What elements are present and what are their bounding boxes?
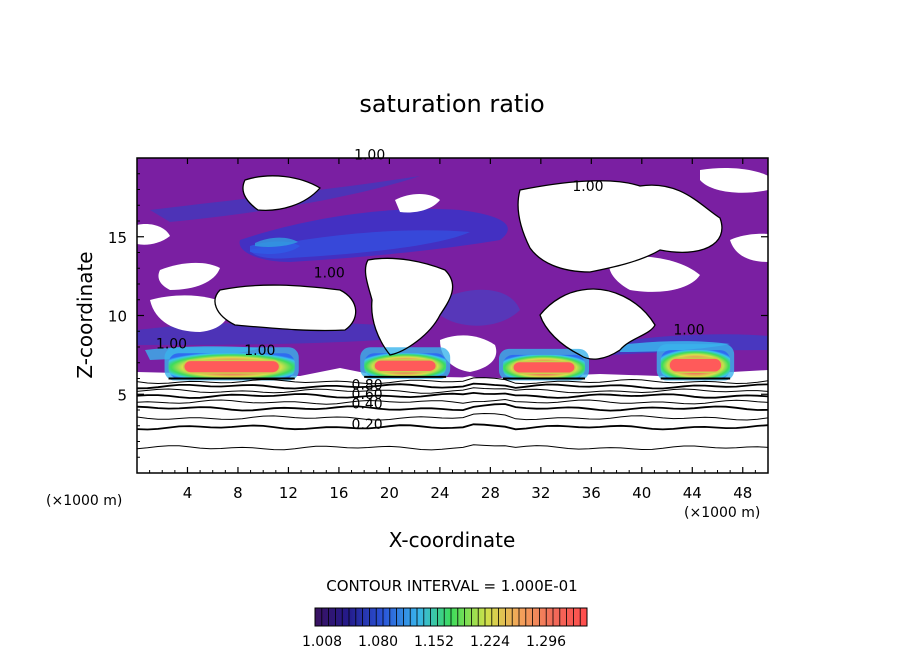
contour-1.00 (364, 257, 454, 356)
y-tick-label: 15 (108, 229, 127, 247)
contour-label: 1.00 (572, 179, 603, 195)
subsaturated-patch (700, 167, 768, 193)
contour-line (137, 377, 768, 385)
contour-1.00 (539, 288, 656, 360)
contour-1.00 (517, 180, 723, 273)
x-tick-label: 20 (380, 484, 399, 502)
contour-line (137, 412, 768, 421)
colorbar-label: 1.080 (358, 634, 398, 650)
x-axis-label: X-coordinate (389, 528, 516, 552)
cell-core (182, 359, 281, 374)
contour-line (137, 382, 768, 390)
subsaturated-patch (242, 175, 320, 211)
saturation-field (137, 158, 768, 473)
x-unit-left: (×1000 m) (46, 493, 122, 509)
contour-line (137, 398, 768, 405)
contour-line (137, 391, 768, 399)
subsaturated-patch (730, 233, 768, 262)
contour-line (137, 423, 768, 431)
x-tick-label: 8 (233, 484, 243, 502)
cell-core (512, 360, 576, 375)
contour-label: 0.80 (352, 378, 383, 394)
chart-title: saturation ratio (359, 90, 544, 118)
x-tick-label: 28 (481, 484, 500, 502)
contour-label: 1.00 (156, 337, 187, 353)
colorbar-label: 1.152 (414, 634, 454, 650)
blue-streak (440, 289, 520, 326)
x-tick-label: 48 (733, 484, 752, 502)
contour-label: 1.00 (314, 266, 345, 282)
x-tick-label: 24 (430, 484, 449, 502)
subsaturated-patch (365, 258, 453, 355)
x-axis: 4 8 12 16 20 24 28 32 36 40 44 48 (149, 158, 756, 502)
colorbar-label: 1.224 (470, 634, 510, 650)
x-tick-label: 12 (279, 484, 298, 502)
subsaturated-patch (440, 335, 497, 372)
y-tick-label: 10 (108, 308, 127, 326)
contour-label: 1.00 (244, 343, 275, 359)
blue-streak (255, 237, 298, 247)
x-tick-label: 32 (531, 484, 550, 502)
subsaturated-patch (518, 180, 722, 272)
subsaturated-lower-layer (137, 378, 768, 473)
blue-streak (250, 230, 470, 259)
subsaturated-patch (150, 295, 230, 332)
subsaturated-patch (395, 194, 440, 213)
contour-interval-note: CONTOUR INTERVAL = 1.000E-01 (326, 577, 577, 595)
x-tick-label: 16 (329, 484, 348, 502)
cell-core (373, 359, 438, 373)
contour-label: 1.00 (673, 322, 704, 338)
contour-label: 0.20 (352, 417, 383, 433)
x-unit-right: (×1000 m) (684, 505, 760, 521)
subsaturated-patch (540, 289, 655, 360)
contour-1.00 (214, 284, 357, 332)
subsaturated-patch (158, 262, 220, 290)
cell-core (668, 357, 723, 374)
subsaturated-patch (137, 224, 170, 245)
y-axis-label: Z-coordinate (73, 251, 97, 378)
contour-label: 0.60 (352, 387, 383, 403)
contour-1.00 (242, 175, 322, 211)
colorbar: 1.008 1.080 1.152 1.224 1.296 (302, 607, 588, 650)
x-tick-label: 44 (683, 484, 702, 502)
subsaturated-patch (609, 256, 700, 292)
y-axis: 5 10 15 (108, 173, 768, 458)
colorbar-label: 1.008 (302, 634, 342, 650)
x-tick-label: 36 (582, 484, 601, 502)
x-tick-label: 40 (632, 484, 651, 502)
contour-line (137, 444, 768, 451)
contour-label: 1.00 (354, 148, 385, 164)
x-tick-label: 4 (183, 484, 193, 502)
subsaturated-patch (137, 368, 768, 390)
y-tick-label: 5 (117, 386, 127, 404)
colorbar-label: 1.296 (526, 634, 566, 650)
subsaturated-patch (215, 285, 356, 331)
contour-line (137, 403, 768, 412)
contour-line (137, 387, 768, 394)
contour-label: 0.40 (352, 396, 383, 412)
